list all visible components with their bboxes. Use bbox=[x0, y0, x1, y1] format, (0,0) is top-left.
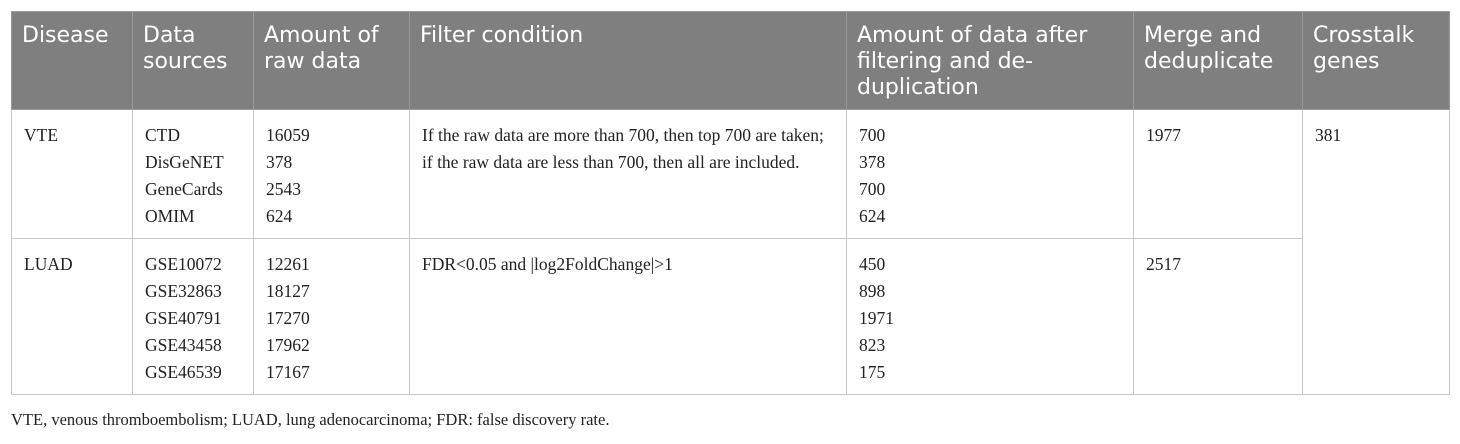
table-row: VTE CTD DisGeNET GeneCards OMIM 16059 37… bbox=[11, 109, 1450, 395]
raw-value: 17962 bbox=[266, 335, 310, 355]
cell-filter-condition: If the raw data are more than 700, then … bbox=[409, 109, 847, 239]
cell-raw-amount: 16059 378 2543 624 bbox=[253, 109, 410, 239]
source-item: GSE40791 bbox=[145, 308, 222, 328]
table-body: VTE CTD DisGeNET GeneCards OMIM 16059 37… bbox=[11, 109, 1450, 395]
cell-filter-condition: FDR<0.05 and |log2FoldChange|>1 bbox=[409, 238, 847, 395]
cell-sources: GSE10072 GSE32863 GSE40791 GSE43458 GSE4… bbox=[132, 238, 254, 395]
source-item: CTD bbox=[145, 125, 180, 145]
filtered-value: 624 bbox=[859, 206, 886, 226]
raw-value: 2543 bbox=[266, 179, 301, 199]
filtered-value: 1971 bbox=[859, 308, 894, 328]
cell-filtered-amount: 450 898 1971 823 175 bbox=[846, 238, 1134, 395]
cell-crosstalk-genes: 381 bbox=[1302, 109, 1450, 395]
header-disease: Disease bbox=[11, 11, 133, 110]
filtered-value: 175 bbox=[859, 362, 886, 382]
header-crosstalk-genes: Crosstalk genes bbox=[1302, 11, 1450, 110]
data-table: Disease Data sources Amount of raw data … bbox=[11, 11, 1450, 395]
header-merge-deduplicate: Merge and deduplicate bbox=[1133, 11, 1303, 110]
cell-disease: VTE bbox=[11, 109, 133, 239]
cell-merge-deduplicate: 2517 bbox=[1133, 238, 1303, 395]
cell-raw-amount: 12261 18127 17270 17962 17167 bbox=[253, 238, 410, 395]
cell-disease: LUAD bbox=[11, 238, 133, 395]
cell-filtered-amount: 700 378 700 624 bbox=[846, 109, 1134, 239]
table-row: LUAD GSE10072 GSE32863 GSE40791 GSE43458… bbox=[11, 238, 1450, 395]
raw-value: 378 bbox=[266, 152, 293, 172]
filtered-value: 700 bbox=[859, 125, 886, 145]
source-item: GSE32863 bbox=[145, 281, 222, 301]
source-item: DisGeNET bbox=[145, 152, 224, 172]
data-table-container: Disease Data sources Amount of raw data … bbox=[11, 11, 1450, 395]
raw-value: 16059 bbox=[266, 125, 310, 145]
header-filter-condition: Filter condition bbox=[409, 11, 847, 110]
header-raw-amount: Amount of raw data bbox=[253, 11, 410, 110]
filtered-value: 898 bbox=[859, 281, 886, 301]
raw-value: 624 bbox=[266, 206, 293, 226]
filtered-value: 700 bbox=[859, 179, 886, 199]
header-row: Disease Data sources Amount of raw data … bbox=[11, 11, 1450, 110]
source-item: GSE46539 bbox=[145, 362, 222, 382]
source-item: GeneCards bbox=[145, 179, 223, 199]
raw-value: 12261 bbox=[266, 254, 310, 274]
header-filtered-amount: Amount of data after filtering and de-du… bbox=[846, 11, 1134, 110]
source-item: OMIM bbox=[145, 206, 195, 226]
table-header: Disease Data sources Amount of raw data … bbox=[11, 11, 1450, 110]
filtered-value: 823 bbox=[859, 335, 886, 355]
raw-value: 18127 bbox=[266, 281, 310, 301]
filtered-value: 450 bbox=[859, 254, 886, 274]
cell-sources: CTD DisGeNET GeneCards OMIM bbox=[132, 109, 254, 239]
source-item: GSE10072 bbox=[145, 254, 222, 274]
header-data-sources: Data sources bbox=[132, 11, 254, 110]
filtered-value: 378 bbox=[859, 152, 886, 172]
source-item: GSE43458 bbox=[145, 335, 222, 355]
cell-merge-deduplicate: 1977 bbox=[1133, 109, 1303, 239]
raw-value: 17270 bbox=[266, 308, 310, 328]
table-footnote: VTE, venous thromboembolism; LUAD, lung … bbox=[11, 410, 610, 429]
raw-value: 17167 bbox=[266, 362, 310, 382]
